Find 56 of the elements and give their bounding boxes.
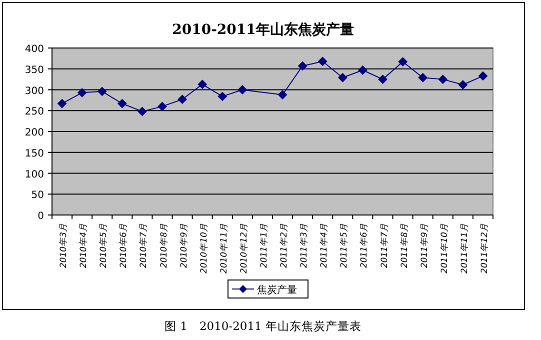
y-tick-label: 150 [24,148,44,160]
x-tick-label: 2011年8月 [400,223,410,268]
point [218,92,227,101]
point [398,57,408,66]
x-tick-label: 2010年3月 [59,223,70,268]
x-tick-label: 2011年6月 [360,223,370,268]
point [378,74,388,84]
x-tick-label: 2011年2月 [280,223,290,268]
point [358,66,368,75]
point [338,73,348,82]
x-tick-label: 2010年12月 [239,223,250,274]
point [238,85,247,94]
x-tick-label: 2010年5月 [99,223,110,268]
point [58,99,67,108]
x-tick-label: 2011年5月 [340,223,350,268]
chart-title: 2010-2011年山东焦炭产量 [172,21,354,38]
point [458,80,468,90]
y-tick-label: 300 [24,86,44,97]
point [318,56,328,66]
point [78,88,87,98]
point [98,86,107,96]
point [178,94,187,104]
legend: 焦炭产量 [228,280,308,298]
x-tick-label: 2011年3月 [300,223,310,268]
y-tick-label: 350 [24,64,44,76]
y-tick-label: 0 [38,211,44,222]
x-tick-label: 2011年1月 [259,223,270,268]
x-tick-label: 2010年6月 [119,223,130,268]
point [478,71,488,80]
y-tick-label: 250 [24,106,44,118]
point [138,106,147,116]
x-tick-label: 2010年7月 [139,223,150,268]
x-tick-label: 2010年9月 [179,223,190,268]
caption: 图 1 2010-2011 年山东焦炭产量表 [164,319,362,333]
point [298,61,308,70]
y-tick-label: 50 [31,190,44,202]
x-tick-label: 2010年8月 [159,223,170,268]
x-tick-label: 2011年11月 [460,223,470,274]
y-tick-label: 200 [24,128,44,138]
y-tick-label: 400 [24,44,44,55]
x-tick-label: 2011年7月 [380,223,390,268]
x-tick-label: 2011年4月 [320,223,330,268]
legend-label: 焦炭产量 [257,284,297,296]
point [118,99,127,108]
x-tick-label: 2011年9月 [420,223,430,268]
x-tick-label: 2011年10月 [440,223,450,274]
point [158,102,167,111]
point [438,74,448,84]
x-tick-label: 2011年12月 [480,223,490,274]
point [198,80,207,89]
x-tick-label: 2010年4月 [79,223,90,268]
x-tick-label: 2010年11月 [219,223,230,274]
point [418,73,428,82]
y-tick-label: 100 [24,169,44,180]
point [278,90,288,100]
x-tick-label: 2010年10月 [199,223,210,274]
